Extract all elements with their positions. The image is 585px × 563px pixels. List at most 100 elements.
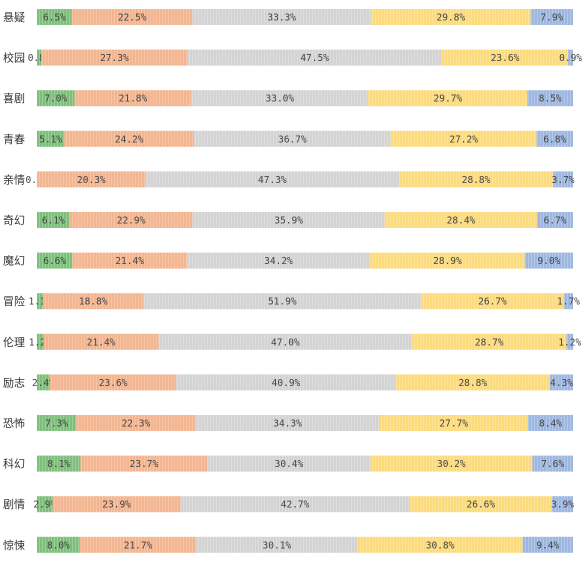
data-label: 8.5% [539, 94, 562, 105]
data-label: 47.5% [300, 53, 329, 64]
bar-segment-texture [37, 90, 75, 107]
bar-segment-texture [37, 9, 72, 25]
bar-segment-texture [379, 415, 528, 431]
category-label: 魔幻 [3, 254, 25, 268]
bar-segment-texture [536, 130, 573, 147]
bar-segment-texture [37, 333, 44, 350]
bar-segment-texture [552, 496, 573, 513]
bar-segment-texture [191, 90, 369, 107]
data-label: 22.9% [117, 216, 146, 227]
data-label: 20.3% [77, 175, 106, 186]
category-label: 恐怖 [3, 416, 25, 430]
data-label: 30.2% [437, 459, 466, 470]
bar-segment-texture [52, 496, 181, 513]
bar-segment-texture [196, 536, 358, 553]
data-label: 30.4% [275, 459, 304, 470]
data-label: 5.1% [39, 134, 62, 145]
bar-segment-texture [64, 130, 195, 147]
data-label: 30.1% [263, 540, 292, 551]
bar-segment-texture [390, 130, 537, 147]
bar-segment-texture [145, 171, 399, 188]
bar-segment-texture [187, 49, 442, 66]
data-label: 23.7% [130, 459, 159, 470]
data-label: 47.3% [258, 175, 287, 186]
bar-segment-texture [37, 415, 77, 431]
bar-segment-texture [524, 252, 573, 269]
bar-segment-texture [37, 374, 50, 391]
bar-segment-texture [563, 293, 573, 310]
data-label: 40.9% [272, 378, 301, 389]
data-label: 1.2% [29, 337, 52, 348]
data-label: 27.3% [100, 53, 129, 64]
data-label: 29.8% [436, 13, 465, 24]
bar-segment-texture [357, 536, 523, 553]
bar-segment-texture [79, 536, 197, 553]
data-label: 7.0% [44, 94, 67, 105]
bar-segment-texture [158, 333, 412, 350]
bar-segment-texture [549, 374, 573, 391]
data-label: 2.9% [33, 500, 56, 511]
data-label: 26.7% [478, 297, 507, 308]
bar-segment-texture [143, 293, 422, 310]
data-label: 21.4% [115, 256, 144, 267]
bar-segment-texture [537, 212, 573, 228]
data-label: 7.6% [541, 459, 564, 470]
bar-segment-texture [398, 171, 554, 188]
category-label: 惊悚 [3, 538, 25, 552]
data-label: 33.0% [266, 94, 295, 105]
data-label: 1.1% [28, 297, 51, 308]
bar-segment-texture [395, 374, 550, 391]
bar-segment-texture [37, 536, 80, 553]
bar-segment-texture [37, 293, 43, 310]
data-label: 47.0% [271, 337, 300, 348]
data-label: 9.0% [537, 256, 560, 267]
category-label: 校园 [3, 51, 25, 65]
data-label: 35.9% [274, 216, 303, 227]
data-label: 4.3% [550, 378, 573, 389]
bar-segment-texture [192, 9, 371, 25]
data-label: 33.3% [267, 13, 296, 24]
data-label: 30.8% [426, 540, 455, 551]
data-label: 21.7% [124, 540, 153, 551]
data-label: 42.7% [281, 500, 310, 511]
data-label: 24.2% [115, 134, 144, 145]
data-label: 6.6% [43, 256, 66, 267]
bar-segment-texture [370, 9, 531, 25]
category-label: 青春 [3, 133, 25, 146]
data-label: 29.7% [434, 94, 463, 105]
bar-segment-texture [42, 293, 144, 310]
category-label: 奇幻 [3, 214, 25, 227]
data-label: 21.4% [87, 337, 116, 348]
bar-segment-texture [441, 49, 569, 66]
bar-segment-texture [37, 171, 146, 188]
data-label: 23.6% [99, 378, 128, 389]
data-label: 1.2% [558, 337, 581, 348]
data-label: 18.8% [79, 297, 108, 308]
bar-segment-texture [192, 212, 385, 228]
data-label: 27.2% [449, 134, 478, 145]
category-label: 冒险 [3, 294, 25, 308]
bar-segment-texture [37, 130, 65, 147]
data-label: 36.7% [278, 134, 307, 145]
data-label: 7.9% [540, 13, 563, 24]
bar-segment-texture [370, 455, 533, 472]
bar-segment-texture [530, 9, 573, 25]
bar-segment-texture [37, 212, 70, 228]
bar-segment-texture [80, 455, 208, 472]
bar-segment-texture [37, 49, 42, 66]
data-label: 3.7% [552, 175, 575, 186]
data-label: 28.7% [475, 337, 504, 348]
bar-segment-texture [43, 333, 159, 350]
data-label: 28.9% [433, 256, 462, 267]
data-label: 51.9% [268, 297, 297, 308]
bar-segment-texture [421, 293, 564, 310]
bar-segment-texture [566, 333, 573, 350]
category-label: 喜剧 [3, 92, 25, 105]
bar-segment-texture [69, 212, 193, 228]
data-label: 22.3% [122, 419, 151, 430]
data-label: 0.8% [28, 53, 51, 64]
bar-segment-texture [522, 536, 573, 553]
bar-segment-texture [527, 90, 573, 107]
bar-segment-texture [72, 252, 187, 269]
category-label: 剧情 [3, 498, 25, 511]
